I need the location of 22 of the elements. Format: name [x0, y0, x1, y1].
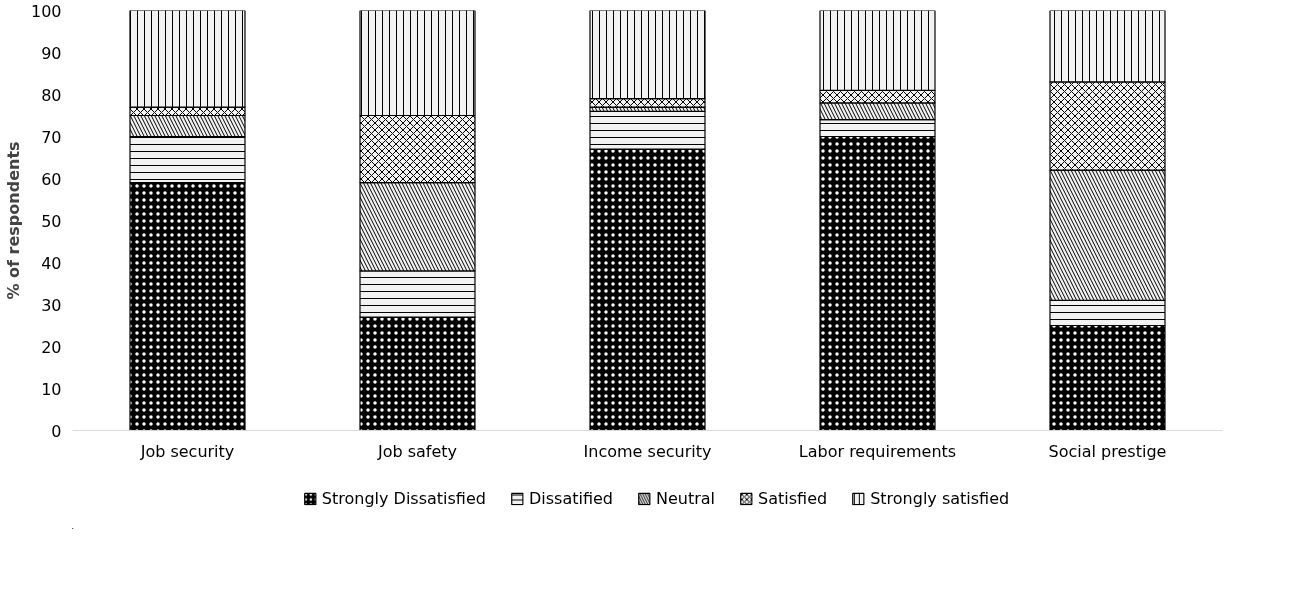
legend-label: Satisfied — [758, 488, 828, 508]
y-tick-label: 0 — [51, 421, 62, 441]
legend-label: Strongly satisfied — [870, 488, 1010, 508]
x-tick-label: Job safety — [376, 441, 458, 461]
x-tick-label: Labor requirements — [798, 441, 957, 461]
y-tick-label: 30 — [41, 295, 62, 315]
legend-label: Neutral — [656, 488, 716, 508]
y-tick-label: 60 — [41, 169, 62, 189]
y-tick-label: 10 — [41, 379, 62, 399]
x-tick-label: Social prestige — [1048, 441, 1167, 461]
y-tick-label: 20 — [41, 337, 62, 357]
legend-label: Dissatified — [528, 488, 613, 508]
y-tick-label: 50 — [41, 211, 62, 231]
y-axis-title: % of respondents — [3, 141, 23, 300]
y-tick-label: 90 — [41, 43, 62, 63]
y-tick-label: 80 — [41, 85, 62, 105]
y-tick-label: 40 — [41, 253, 62, 273]
x-tick-label: Income security — [583, 441, 712, 461]
legend-label: Strongly Dissatisfied — [321, 488, 486, 508]
y-tick-label: 70 — [41, 127, 62, 147]
x-tick-label: Job security — [139, 441, 235, 461]
y-tick-label: 100 — [30, 1, 62, 21]
